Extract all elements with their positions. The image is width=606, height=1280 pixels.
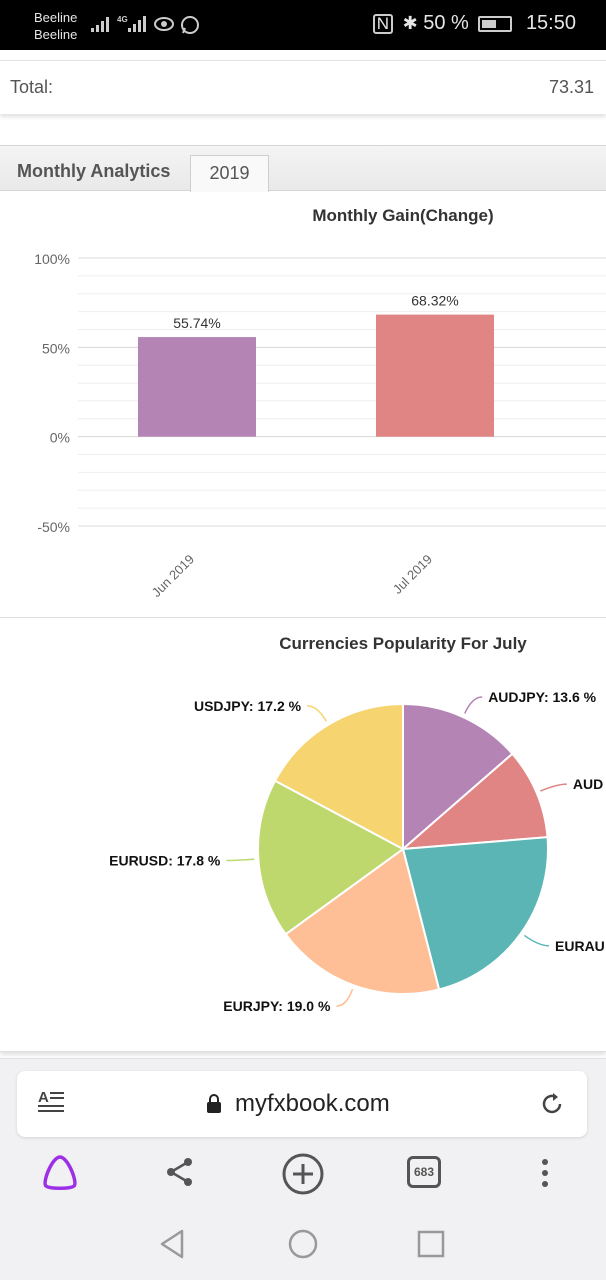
total-value: 73.31	[548, 77, 594, 97]
currencies-pie-chart: Currencies Popularity For July AUDJPY: 13…	[109, 634, 605, 1014]
pie-slice[interactable]	[400, 752, 549, 851]
more-menu-icon[interactable]	[540, 1157, 550, 1191]
recents-icon[interactable]	[417, 1230, 445, 1258]
tab-counter[interactable]: 683	[407, 1156, 441, 1188]
card-bottom-edge	[0, 1044, 606, 1052]
home-icon[interactable]	[287, 1228, 319, 1260]
browser-bar: A myfxbook.com 683	[0, 1058, 606, 1208]
pie-connector	[523, 934, 550, 947]
signal-icon	[91, 17, 109, 32]
nfc-icon: N	[372, 13, 393, 34]
analytics-title: Monthly Analytics	[17, 161, 171, 181]
carrier-info: Beeline Beeline	[34, 9, 77, 43]
lock-icon	[207, 1094, 221, 1113]
svg-text:A: A	[38, 1089, 49, 1106]
pie-slice[interactable]	[284, 847, 441, 995]
bar-data-label: 68.32%	[411, 293, 458, 309]
tab-2019[interactable]: 2019	[190, 155, 269, 192]
system-nav-bar	[0, 1208, 606, 1280]
y-tick-label: -50%	[37, 519, 70, 535]
pie-connector	[540, 783, 567, 792]
total-card: Total: 73.31	[0, 60, 606, 114]
pie-slice[interactable]	[401, 836, 549, 991]
pie-connector	[226, 858, 255, 862]
bar[interactable]	[376, 314, 494, 437]
reload-icon[interactable]	[539, 1091, 565, 1117]
back-icon[interactable]	[158, 1228, 188, 1260]
total-label: Total:	[10, 77, 54, 97]
bluetooth-icon: ✱	[402, 13, 418, 34]
carrier-1: Beeline	[34, 10, 78, 25]
pie-data-label: EURUSD: 17.8 %	[109, 853, 221, 869]
bar-chart-title: Monthly Gain(Change)	[312, 206, 493, 225]
battery-percent: 50 %	[423, 12, 469, 35]
pie-data-label: AUD	[573, 776, 603, 792]
whatsapp-icon	[181, 16, 199, 34]
bar[interactable]	[138, 337, 256, 437]
pie-slice[interactable]	[402, 702, 514, 852]
y-tick-label: 50%	[42, 340, 70, 356]
pie-connector	[464, 696, 483, 714]
section-divider	[0, 617, 606, 618]
pie-slice[interactable]	[273, 702, 404, 851]
status-right: N ✱ 50 % 15:50	[372, 12, 576, 35]
pie-data-label: EURAU	[555, 938, 605, 954]
alice-icon[interactable]	[40, 1153, 80, 1191]
status-bar: Beeline Beeline 4G N ✱ 50 % 15:50	[0, 0, 606, 50]
eye-icon	[154, 17, 174, 31]
clock: 15:50	[525, 12, 576, 35]
monthly-gain-chart: Monthly Gain(Change) 100% 50% 0% -50% 55.74% J…	[34, 206, 606, 600]
new-tab-icon[interactable]	[281, 1152, 325, 1196]
carrier-2: Beeline	[34, 27, 78, 42]
x-tick-label: Jul 2019	[390, 552, 435, 597]
analytics-header: Monthly Analytics 2019	[0, 145, 606, 192]
battery-icon	[478, 15, 513, 32]
network-label: 4G	[117, 15, 128, 24]
signal-4g-icon: 4G	[117, 15, 146, 32]
url-text[interactable]: myfxbook.com	[235, 1090, 390, 1117]
pie-connector	[307, 705, 327, 722]
y-tick-label: 0%	[50, 430, 70, 446]
pie-chart-title: Currencies Popularity For July	[279, 634, 527, 653]
address-bar[interactable]: A myfxbook.com	[17, 1071, 587, 1137]
pie-data-label: AUDJPY: 13.6 %	[488, 689, 596, 705]
reader-mode-icon[interactable]: A	[38, 1088, 66, 1116]
pie-slice[interactable]	[257, 779, 405, 936]
pie-data-label: EURJPY: 19.0 %	[223, 998, 331, 1014]
pie-connector	[336, 988, 354, 1007]
bar-data-label: 55.74%	[173, 315, 220, 331]
x-tick-label: Jun 2019	[149, 552, 197, 600]
y-tick-label: 100%	[34, 251, 70, 267]
pie-data-label: USDJPY: 17.2 %	[194, 698, 302, 714]
share-icon[interactable]	[164, 1156, 196, 1188]
